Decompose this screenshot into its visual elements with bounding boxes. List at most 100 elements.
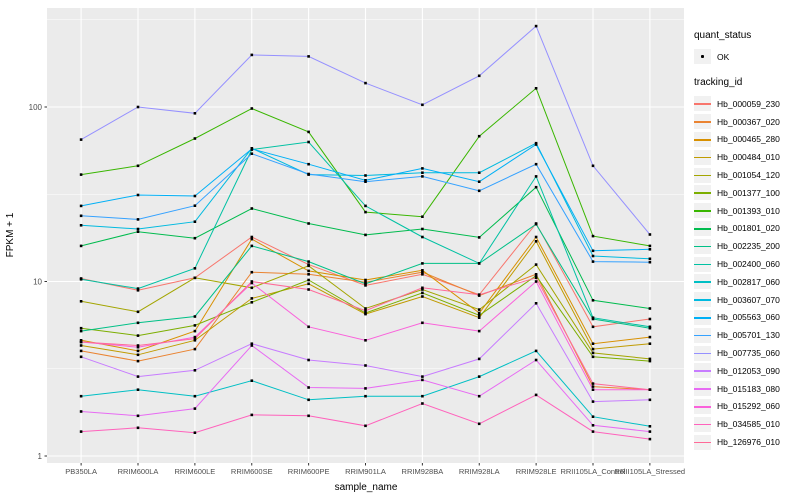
y-tick-label: 10 xyxy=(33,277,42,286)
data-point xyxy=(307,386,310,389)
data-point xyxy=(648,260,652,264)
series-color-line xyxy=(694,370,711,372)
legend-item-label: Hb_005563_060 xyxy=(717,312,780,323)
data-point xyxy=(250,147,254,151)
data-point xyxy=(591,382,595,385)
data-point xyxy=(364,339,367,342)
series-color-line xyxy=(694,316,711,319)
legend-item-label: Hb_003607_070 xyxy=(717,294,780,305)
data-point xyxy=(477,74,481,78)
data-point xyxy=(193,431,197,434)
data-point xyxy=(477,314,481,317)
data-point xyxy=(534,358,538,362)
data-point xyxy=(591,430,595,433)
data-point xyxy=(364,81,367,85)
legend-item-label: Hb_000059_230 xyxy=(717,98,780,109)
legend-item-Hb_000367_020: Hb_000367_020 xyxy=(694,113,798,131)
data-point xyxy=(591,355,595,359)
data-point xyxy=(193,329,197,333)
data-point xyxy=(477,189,481,193)
data-point xyxy=(250,281,254,285)
data-point xyxy=(250,53,254,57)
data-point xyxy=(79,394,83,398)
series-color-line xyxy=(694,423,711,426)
legend-item-label: Hb_000367_020 xyxy=(717,116,780,127)
data-point xyxy=(307,278,310,282)
data-point xyxy=(136,321,140,325)
data-point xyxy=(477,134,481,138)
data-point xyxy=(193,339,197,342)
data-point xyxy=(534,349,538,353)
data-point xyxy=(250,379,254,382)
data-point xyxy=(364,387,367,390)
data-point xyxy=(364,284,367,287)
data-point xyxy=(648,307,652,310)
data-point xyxy=(648,425,652,428)
legend-item-label: Hb_034585_010 xyxy=(717,419,780,430)
data-point xyxy=(591,342,595,345)
legend-item-Hb_000484_010: Hb_000484_010 xyxy=(694,148,798,166)
x-tick-label: RRIM600LE xyxy=(174,467,215,476)
data-point xyxy=(477,357,481,361)
legend-item-Hb_002235_200: Hb_002235_200 xyxy=(694,237,798,255)
data-point xyxy=(136,289,140,292)
series-color-key xyxy=(694,256,711,272)
legend-item-label: OK xyxy=(717,51,730,62)
data-point xyxy=(250,107,254,110)
data-point xyxy=(364,282,367,286)
data-point xyxy=(307,358,310,362)
data-point xyxy=(250,286,254,290)
legend-item-Hb_015183_080: Hb_015183_080 xyxy=(694,380,798,398)
data-point xyxy=(477,422,481,426)
data-point xyxy=(79,326,83,330)
series-color-line xyxy=(694,103,711,105)
legend-item-label: Hb_001801_020 xyxy=(717,223,780,234)
data-point xyxy=(591,260,595,263)
data-point xyxy=(534,162,538,166)
series-color-key xyxy=(694,398,711,414)
data-point xyxy=(648,244,652,248)
data-point xyxy=(136,388,140,391)
legend-item-Hb_034585_010: Hb_034585_010 xyxy=(694,415,798,433)
data-point xyxy=(136,334,140,337)
data-point xyxy=(591,351,595,355)
data-point xyxy=(364,233,367,237)
data-point xyxy=(307,260,310,263)
series-color-key xyxy=(694,274,711,290)
data-point xyxy=(79,204,83,208)
x-tick-label: RRIM600SE xyxy=(231,467,273,476)
series-color-key xyxy=(694,203,711,219)
legend-item-Hb_000059_230: Hb_000059_230 xyxy=(694,95,798,113)
legend-item-label: Hb_015292_060 xyxy=(717,401,780,412)
data-point xyxy=(534,240,538,243)
data-point xyxy=(307,273,310,276)
y-axis-title: FPKM + 1 xyxy=(5,212,16,257)
data-point xyxy=(534,24,538,28)
data-point xyxy=(307,55,310,58)
data-point xyxy=(421,291,424,295)
data-point xyxy=(307,264,310,268)
x-axis-title: sample_name xyxy=(335,482,398,493)
data-point xyxy=(648,233,652,236)
data-point xyxy=(477,262,481,265)
data-point xyxy=(421,394,424,398)
series-color-line xyxy=(694,352,711,355)
series-color-key xyxy=(694,149,711,165)
data-point xyxy=(477,394,481,398)
data-point xyxy=(250,207,254,210)
x-tick-label: RRIM901LA xyxy=(345,467,386,476)
series-color-line xyxy=(694,121,711,123)
series-color-key xyxy=(694,238,711,254)
data-point xyxy=(193,347,197,351)
series-color-key xyxy=(694,309,711,325)
legend-item-Hb_001393_010: Hb_001393_010 xyxy=(694,202,798,220)
data-point xyxy=(307,414,310,418)
series-color-key xyxy=(694,292,711,308)
data-point xyxy=(250,270,254,274)
data-point xyxy=(250,301,254,304)
legend-item-label: Hb_012053_090 xyxy=(717,365,780,376)
legend-item-label: Hb_000484_010 xyxy=(717,152,780,163)
legend-item-label: Hb_002235_200 xyxy=(717,241,780,252)
data-point xyxy=(534,222,538,226)
series-color-key xyxy=(694,345,711,361)
